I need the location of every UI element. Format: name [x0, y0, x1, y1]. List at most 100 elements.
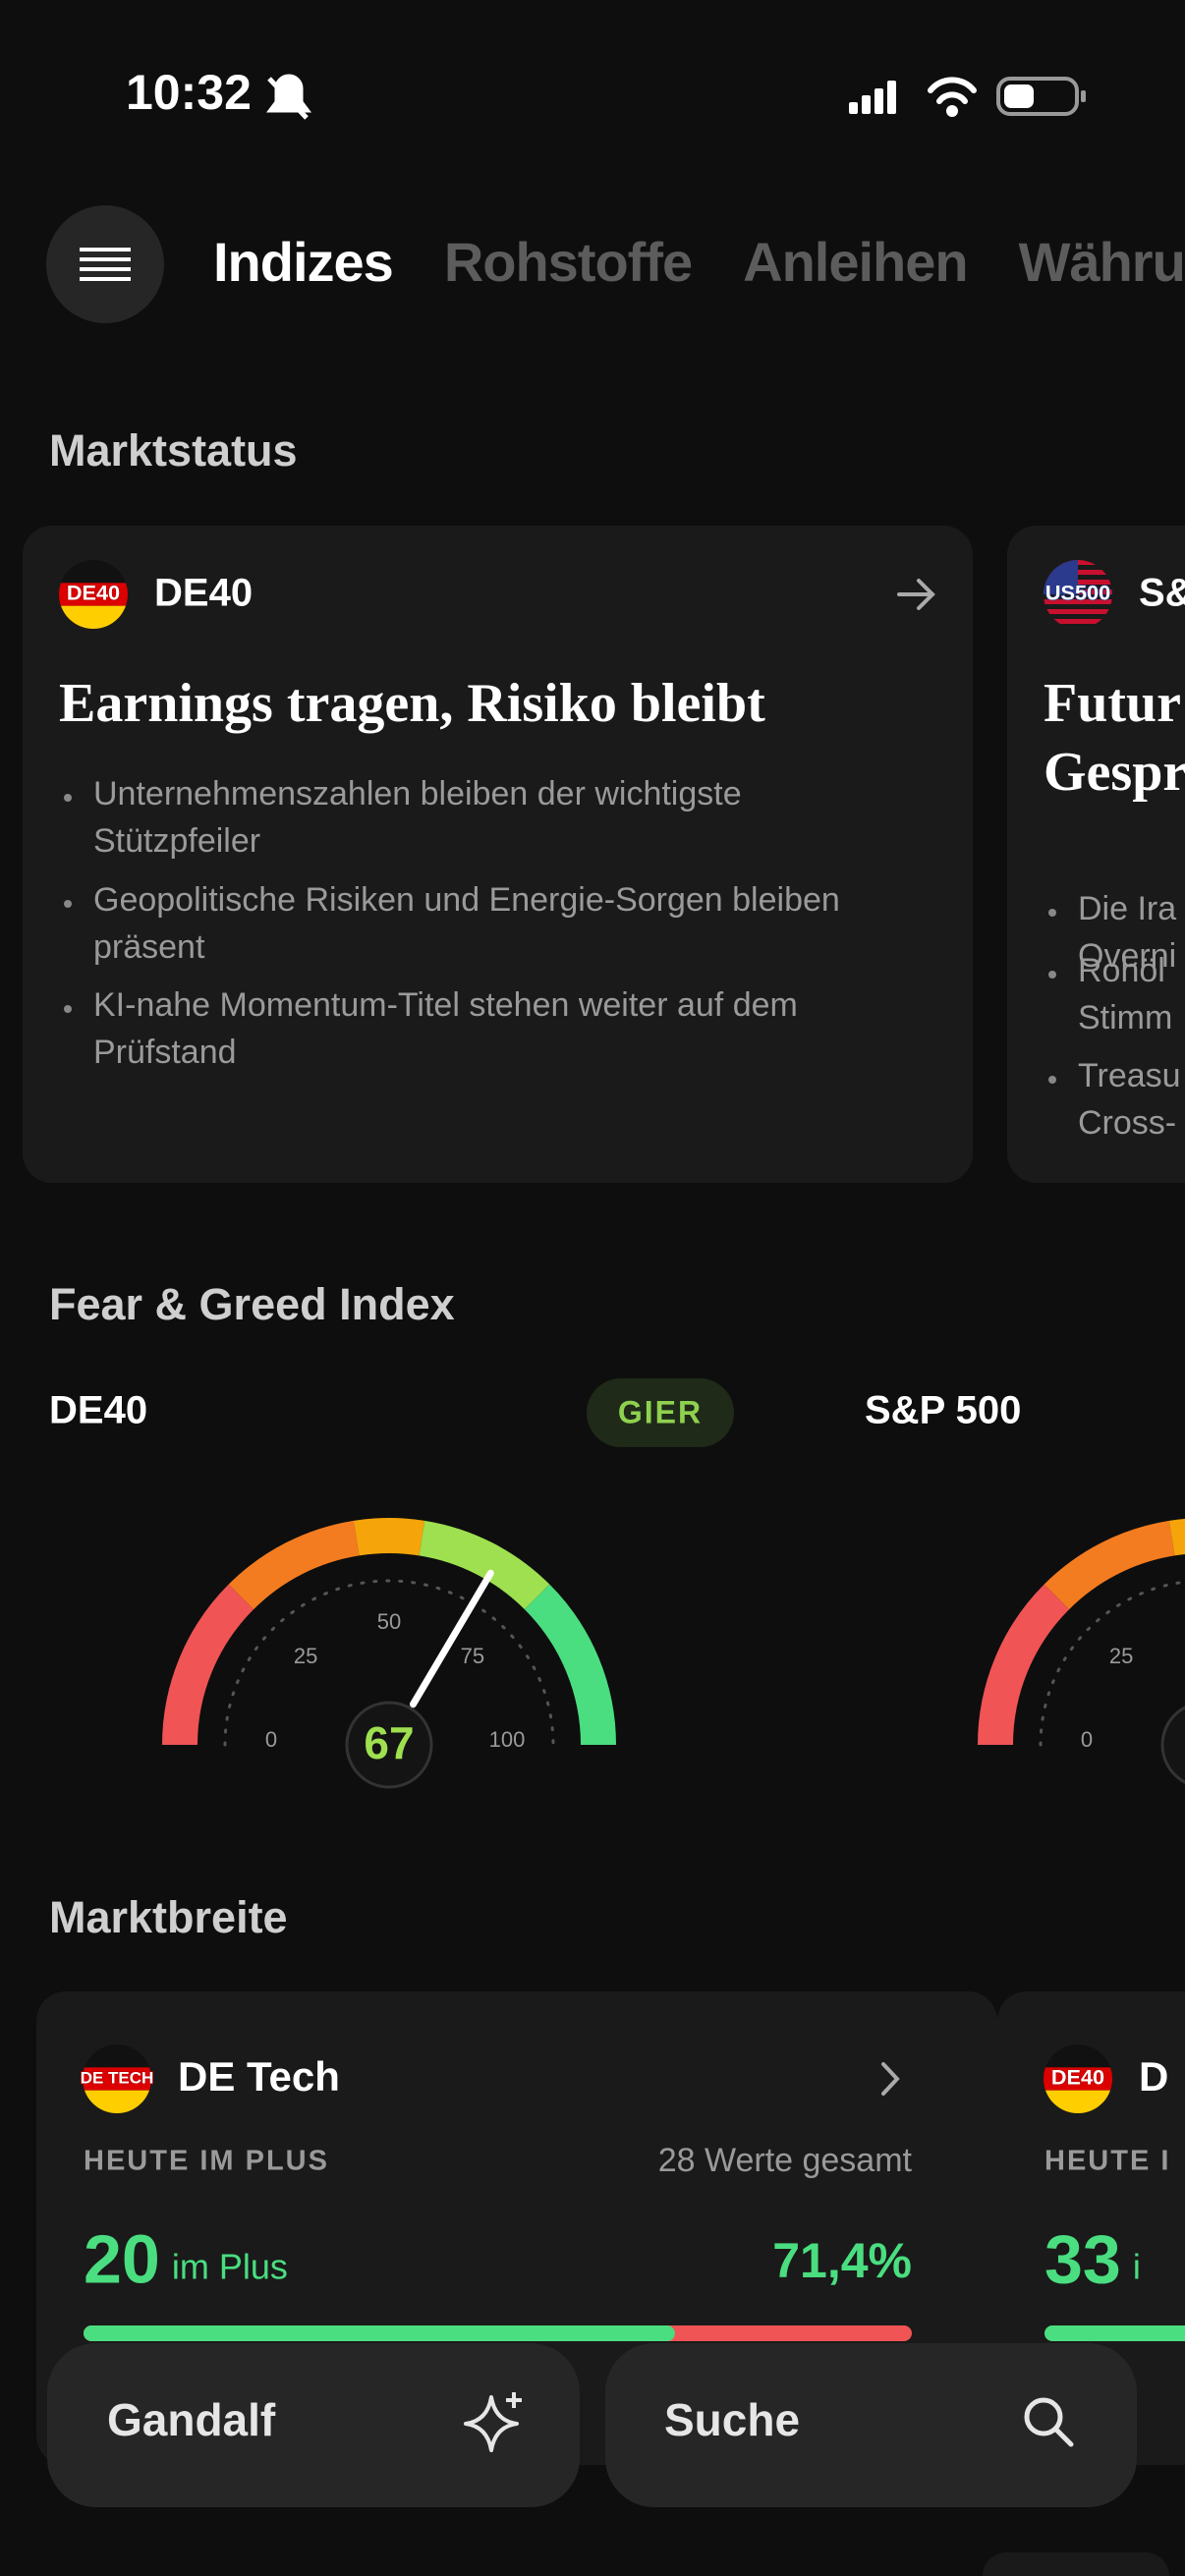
bullet-text: Prüfstand	[93, 1034, 237, 1071]
sentiment-label: GIER	[618, 1394, 703, 1429]
stripe	[83, 2090, 151, 2113]
search-label: Suche	[664, 2394, 800, 2445]
bullet-text: Unternehmenszahlen bleiben der wichtigst…	[93, 775, 742, 812]
gauge-needle	[409, 1569, 494, 1708]
status-card[interactable]	[23, 526, 973, 1183]
flag-icon: DE40	[1044, 2044, 1112, 2113]
section-title: Marktstatus	[49, 425, 298, 476]
tab[interactable]: Währungen	[1019, 231, 1185, 293]
card-name: DE Tech	[178, 2053, 340, 2100]
bullet-text: präsent	[93, 928, 205, 966]
card-headline: Gespr	[1044, 742, 1185, 803]
stripe	[83, 2044, 151, 2068]
tab[interactable]: Indizes	[213, 231, 394, 293]
signal-icon	[849, 81, 896, 114]
gauge-dots	[223, 1579, 555, 1747]
stripe	[1044, 2067, 1112, 2091]
gauge-zone	[419, 1520, 550, 1610]
gauge-tick-label: 75	[461, 1644, 484, 1668]
flag-icon: US500	[1044, 560, 1112, 624]
gauge-tick-label: 25	[294, 1644, 317, 1668]
bullet-text: Geopolitische Risiken und Energie-Sorgen…	[93, 881, 840, 919]
gauge-zone	[978, 1584, 1070, 1746]
tab[interactable]: Anleihen	[743, 231, 968, 293]
gauge-tick-label: 0	[265, 1727, 277, 1752]
flag-icon: DE TECH	[80, 2044, 154, 2113]
flag-label: DE40	[1051, 2065, 1104, 2090]
wifi-icon	[928, 77, 977, 117]
stripe	[59, 583, 128, 606]
card-name: DE40	[154, 572, 253, 615]
sparkle-icon	[464, 2392, 522, 2452]
clock: 10:32	[126, 65, 252, 120]
status-card[interactable]	[1007, 526, 1185, 1183]
bullet-dot	[64, 794, 72, 802]
bullet-text: Stimm	[1078, 999, 1172, 1036]
flag-label: DE TECH	[81, 2068, 154, 2087]
advancers-bar	[84, 2325, 675, 2341]
bullet-dot	[64, 1005, 72, 1013]
gauge-zone	[353, 1518, 425, 1556]
flag-label: US500	[1045, 581, 1110, 605]
section-title: Marktbreite	[49, 1892, 288, 1942]
search-button[interactable]	[605, 2343, 1137, 2507]
bullet-dot	[1048, 971, 1056, 979]
flag-label: DE40	[67, 581, 120, 605]
bullet-text: Rohöl	[1078, 952, 1165, 989]
gauge-tick-label: 25	[1109, 1644, 1133, 1668]
gauge-name: DE40	[49, 1389, 147, 1432]
chevron-icon	[881, 2062, 900, 2096]
gauge-zone	[1044, 1520, 1175, 1610]
stripe	[59, 605, 128, 629]
bullet-dot	[1048, 909, 1056, 917]
menu-button[interactable]	[46, 205, 164, 323]
stripe	[59, 560, 128, 584]
bullet-text: Die Ira	[1078, 890, 1176, 927]
menu-icon	[80, 248, 131, 281]
flag	[59, 560, 128, 629]
bullet-dot	[64, 900, 72, 908]
breadth-label: HEUTE I	[1044, 2146, 1170, 2177]
flag	[1044, 2044, 1112, 2113]
stripe	[1044, 599, 1112, 604]
section-title: Fear & Greed Index	[49, 1279, 455, 1329]
gauge-hub	[1160, 1706, 1185, 1784]
breadth-label: HEUTE IM PLUS	[84, 2146, 329, 2177]
advancers-suffix: im Plus	[172, 2247, 288, 2287]
gauge-zone	[228, 1520, 360, 1610]
gauge-hub	[345, 1701, 433, 1789]
bullet-text: Cross-	[1078, 1104, 1176, 1142]
assistant-label: Gandalf	[107, 2394, 276, 2445]
search-icon	[1024, 2397, 1074, 2447]
card-name: S&	[1139, 572, 1185, 615]
gauge-tick-label: 0	[1081, 1727, 1093, 1752]
tab[interactable]: Rohstoffe	[444, 231, 693, 293]
bullet-text: KI-nahe Momentum-Titel stehen weiter auf…	[93, 986, 798, 1024]
advancers-suffix: i	[1133, 2247, 1141, 2287]
card-name: D	[1139, 2053, 1168, 2100]
bullet-text: Stützpfeiler	[93, 822, 260, 860]
gauge-tick-label: 50	[377, 1609, 401, 1634]
card-headline: Futur	[1044, 673, 1181, 734]
card-headline: Earnings tragen, Risiko bleibt	[59, 673, 765, 734]
advancers-percent: 71,4%	[772, 2233, 912, 2288]
flag	[83, 2044, 151, 2113]
advancers-count: 20	[84, 2220, 160, 2297]
stripe	[83, 2067, 151, 2091]
gauge-value: 67	[364, 1717, 414, 1768]
battery-icon	[996, 77, 1086, 116]
gauge-name: S&P 500	[865, 1389, 1021, 1432]
gauge-zone	[1168, 1518, 1185, 1556]
stripe	[1044, 2044, 1112, 2068]
sentiment-badge	[587, 1378, 734, 1447]
advancers-bar	[1044, 2325, 1185, 2341]
gauge-zone	[162, 1584, 254, 1746]
arrow-icon	[897, 579, 935, 610]
bullet-text: Overni	[1078, 937, 1176, 975]
gauge-zone	[524, 1584, 616, 1746]
floating-stub	[983, 2552, 1169, 2576]
gauge-tick-label: 100	[489, 1727, 526, 1752]
assistant-button[interactable]	[47, 2343, 580, 2507]
stripe	[1044, 609, 1112, 614]
